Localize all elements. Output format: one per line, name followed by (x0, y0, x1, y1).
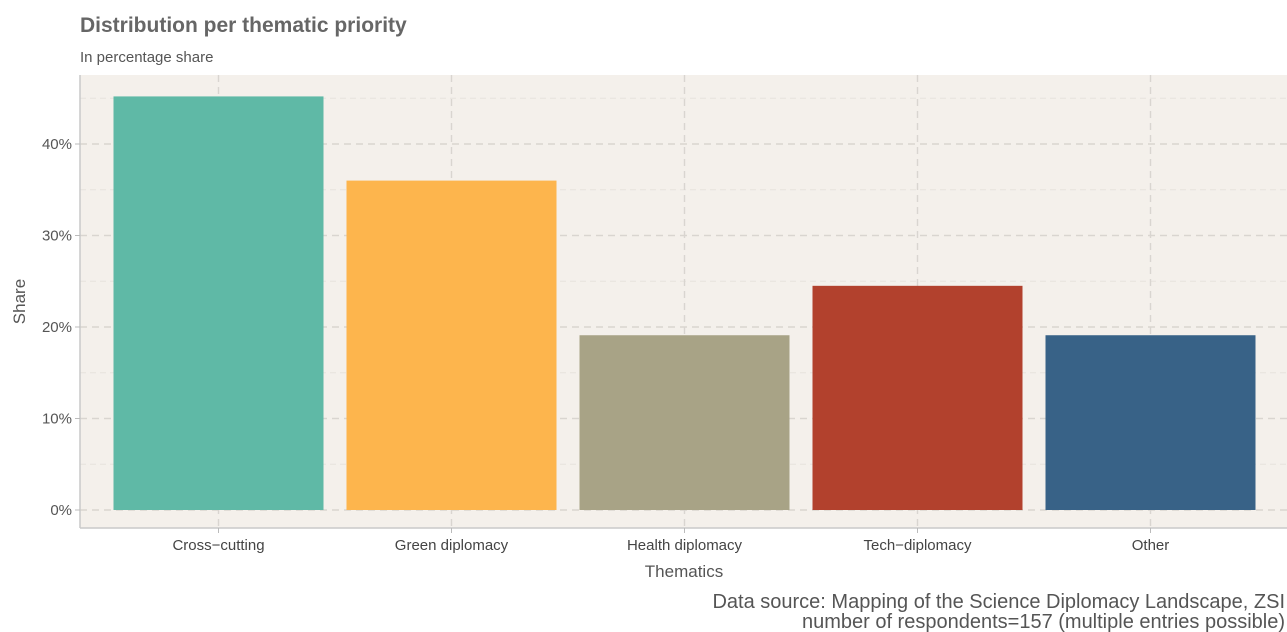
x-tick-label: Health diplomacy (627, 537, 743, 554)
chart-title: Distribution per thematic priority (80, 14, 407, 37)
bar (346, 180, 557, 510)
x-tick-label: Other (1132, 537, 1170, 554)
bars-group (113, 96, 1256, 511)
x-tick-label: Tech−diplomacy (864, 537, 972, 554)
x-axis-ticks: Cross−cutting Green diplomacy Health diplo… (172, 528, 1169, 554)
bar (812, 285, 1023, 510)
y-axis-ticks: 0% 10% 20% 30% 40% (42, 136, 80, 519)
x-axis-label: Thematics (645, 562, 723, 581)
y-tick-label: 40% (42, 136, 72, 153)
y-tick-label: 10% (42, 411, 72, 428)
bar (1045, 335, 1256, 510)
chart-subtitle: In percentage share (80, 49, 214, 66)
x-tick-label: Green diplomacy (395, 537, 509, 554)
bar (579, 335, 790, 510)
x-tick-label: Cross−cutting (172, 537, 264, 554)
y-tick-label: 0% (50, 502, 72, 519)
bar (113, 96, 324, 511)
y-axis-label: Share (10, 279, 29, 324)
y-tick-label: 30% (42, 228, 72, 245)
y-tick-label: 20% (42, 319, 72, 336)
caption-line-1: Data source: Mapping of the Science Dipl… (712, 591, 1285, 613)
caption-line-2: number of respondents=157 (multiple entr… (801, 611, 1285, 632)
